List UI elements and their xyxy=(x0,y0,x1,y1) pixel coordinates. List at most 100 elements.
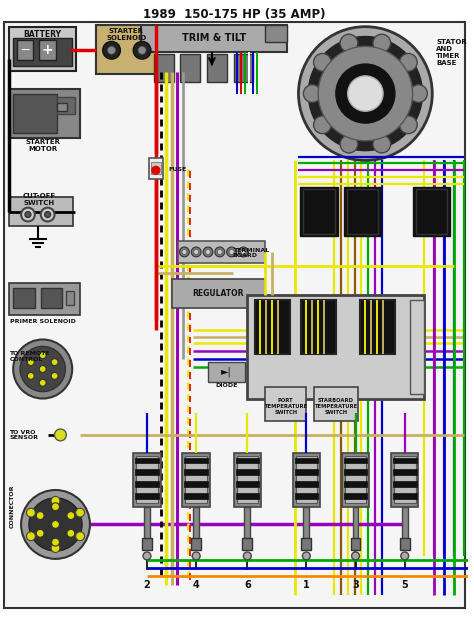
Bar xyxy=(191,538,201,550)
Circle shape xyxy=(152,166,160,174)
Text: CUT-OFF
SWITCH: CUT-OFF SWITCH xyxy=(23,193,56,206)
Bar xyxy=(255,300,290,354)
Bar xyxy=(265,25,287,43)
Bar xyxy=(344,469,367,475)
Text: CONNECTOR: CONNECTOR xyxy=(9,485,14,528)
Circle shape xyxy=(39,366,46,373)
Text: BATTERY: BATTERY xyxy=(24,30,62,39)
Circle shape xyxy=(373,34,391,52)
Bar xyxy=(57,103,67,111)
Bar xyxy=(9,27,76,71)
Bar xyxy=(342,452,369,507)
Circle shape xyxy=(45,211,51,218)
Circle shape xyxy=(400,116,417,133)
Circle shape xyxy=(180,247,189,257)
Circle shape xyxy=(21,490,90,559)
Bar xyxy=(236,493,259,499)
Bar xyxy=(393,481,417,487)
Text: 1989  150-175 HP (35 AMP): 1989 150-175 HP (35 AMP) xyxy=(143,9,326,22)
Bar xyxy=(184,469,208,475)
Bar xyxy=(9,197,73,226)
Bar xyxy=(314,387,358,421)
Circle shape xyxy=(51,496,60,506)
Circle shape xyxy=(13,339,72,399)
Text: STARTER
SOLENOID: STARTER SOLENOID xyxy=(106,28,146,41)
Circle shape xyxy=(238,247,248,257)
Circle shape xyxy=(27,532,36,541)
Bar xyxy=(294,457,318,464)
Circle shape xyxy=(400,54,417,71)
Bar xyxy=(303,189,335,234)
Circle shape xyxy=(55,429,66,441)
Bar xyxy=(144,507,150,544)
Circle shape xyxy=(29,498,82,551)
Bar xyxy=(301,187,338,236)
Bar xyxy=(41,289,63,308)
Bar xyxy=(9,284,80,315)
Circle shape xyxy=(215,247,225,257)
Bar xyxy=(135,481,159,487)
Bar xyxy=(344,187,381,236)
Circle shape xyxy=(21,208,35,221)
Circle shape xyxy=(302,552,310,560)
Bar xyxy=(303,507,310,544)
Bar xyxy=(141,25,287,53)
Bar xyxy=(96,25,157,74)
Bar xyxy=(236,457,259,464)
Circle shape xyxy=(51,544,60,552)
Bar xyxy=(184,457,208,464)
Text: DIODE: DIODE xyxy=(216,383,238,388)
Text: STARTER
MOTOR: STARTER MOTOR xyxy=(25,139,60,152)
Circle shape xyxy=(318,46,412,141)
Bar xyxy=(393,493,417,499)
Circle shape xyxy=(347,76,383,111)
Circle shape xyxy=(52,503,59,510)
Bar xyxy=(57,96,75,114)
Bar xyxy=(184,493,208,499)
Bar xyxy=(294,481,318,487)
Bar xyxy=(394,455,416,503)
Bar xyxy=(13,38,72,66)
Circle shape xyxy=(194,250,199,255)
Circle shape xyxy=(52,520,59,528)
Bar xyxy=(182,452,210,507)
Circle shape xyxy=(20,346,65,392)
Circle shape xyxy=(203,247,213,257)
Text: 6: 6 xyxy=(244,580,251,590)
Circle shape xyxy=(41,208,55,221)
Circle shape xyxy=(373,135,391,153)
Circle shape xyxy=(67,530,75,537)
Text: TRIM & TILT: TRIM & TILT xyxy=(182,33,246,43)
Bar xyxy=(17,40,33,60)
Text: ►|: ►| xyxy=(221,366,232,377)
Circle shape xyxy=(229,250,234,255)
Circle shape xyxy=(182,250,187,255)
Circle shape xyxy=(76,508,84,517)
Circle shape xyxy=(206,250,210,255)
Bar xyxy=(301,538,311,550)
Circle shape xyxy=(138,46,146,54)
Circle shape xyxy=(27,358,34,366)
Text: TO REMOTE
CONTROL: TO REMOTE CONTROL xyxy=(9,351,50,362)
Text: TO VRO
SENSOR: TO VRO SENSOR xyxy=(9,430,38,440)
Text: STATOR
AND
TIMER
BASE: STATOR AND TIMER BASE xyxy=(436,39,467,66)
Bar xyxy=(301,300,336,354)
Circle shape xyxy=(192,552,200,560)
Circle shape xyxy=(133,41,151,59)
Bar xyxy=(247,295,424,399)
Circle shape xyxy=(336,64,395,123)
Circle shape xyxy=(241,250,246,255)
Circle shape xyxy=(39,352,46,358)
Bar xyxy=(66,291,74,305)
Bar xyxy=(9,88,80,138)
Bar xyxy=(133,452,161,507)
Text: REGULATOR: REGULATOR xyxy=(192,289,244,298)
Bar xyxy=(237,455,258,503)
Circle shape xyxy=(27,508,36,517)
Bar xyxy=(245,507,250,544)
Bar xyxy=(39,40,56,60)
Bar xyxy=(142,538,152,550)
Bar xyxy=(351,538,360,550)
Bar xyxy=(344,457,367,464)
Bar xyxy=(234,452,261,507)
